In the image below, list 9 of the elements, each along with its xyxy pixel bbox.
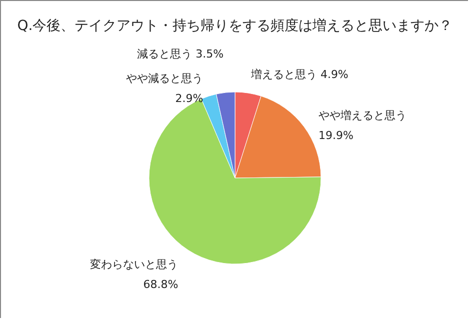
slice-label: 増えると思う 4.9% xyxy=(250,68,348,82)
chart-title: Q.今後、テイクアウト・持ち帰りをする頻度は増えると思いますか？ xyxy=(17,17,453,34)
slice-label: 変わらないと思う xyxy=(90,258,178,272)
slice-label: やや減ると思う xyxy=(126,72,204,85)
slice-label: 減ると思う 3.5% xyxy=(137,48,224,61)
data-label: 68.8% xyxy=(143,278,178,292)
data-label: 19.9% xyxy=(318,129,354,142)
data-label: 2.9% xyxy=(175,92,204,105)
slice-label: やや増えると思う xyxy=(318,109,407,122)
